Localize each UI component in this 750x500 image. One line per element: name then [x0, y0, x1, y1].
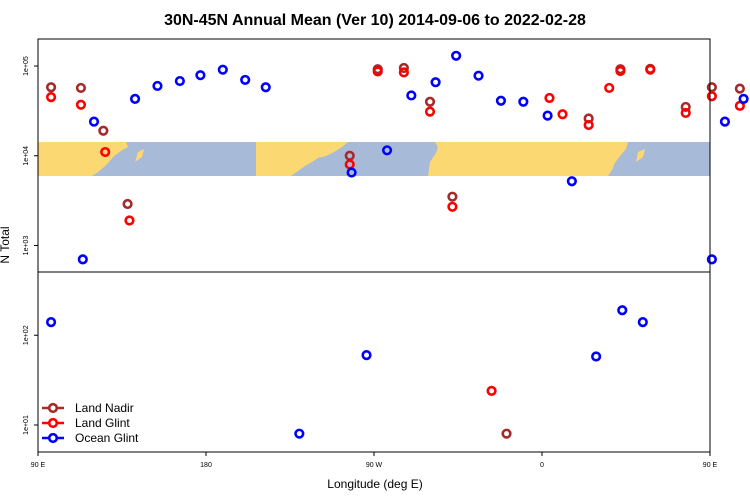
legend-marker-land-nadir — [47, 402, 59, 414]
point-land-glint — [75, 99, 87, 110]
x-axis-label: Longitude (deg E) — [327, 477, 422, 491]
y-tick-label: 1e+01 — [23, 415, 30, 435]
point-land-nadir — [706, 82, 717, 93]
point-land-glint — [398, 67, 409, 78]
point-ocean-glint — [542, 110, 553, 121]
point-ocean-glint — [346, 167, 357, 178]
point-land-nadir — [122, 198, 133, 210]
point-ocean-glint — [473, 70, 484, 81]
point-land-nadir — [734, 83, 745, 94]
point-land-nadir — [501, 428, 512, 439]
point-ocean-glint — [217, 64, 228, 75]
point-land-glint — [372, 66, 383, 77]
point-land-glint — [680, 107, 691, 119]
point-ocean-glint — [381, 145, 393, 156]
x-axis: 90 E 180 90 W 0 90 E — [31, 452, 718, 469]
world-map-strip — [38, 142, 710, 176]
point-ocean-glint — [174, 75, 185, 87]
data-points — [45, 50, 749, 439]
point-land-glint — [45, 92, 57, 103]
point-ocean-glint — [240, 74, 251, 86]
map-land-north-america — [256, 142, 348, 176]
point-ocean-glint — [260, 82, 271, 93]
point-ocean-glint — [129, 93, 141, 105]
point-ocean-glint — [451, 50, 462, 61]
point-ocean-glint — [152, 80, 163, 92]
legend-marker-land-glint — [47, 417, 59, 429]
y-axis-label: N Total — [0, 226, 12, 263]
map-land-europe-africa — [428, 142, 628, 176]
point-ocean-glint — [88, 116, 100, 127]
point-ocean-glint — [406, 90, 417, 101]
point-land-glint — [424, 106, 436, 117]
point-land-glint — [544, 92, 555, 104]
point-ocean-glint — [495, 95, 507, 106]
y-tick-label: 1e+02 — [23, 325, 30, 345]
point-land-glint — [100, 146, 111, 158]
point-ocean-glint — [637, 317, 648, 328]
point-land-glint — [486, 385, 497, 396]
map-land-japan — [135, 149, 144, 162]
point-land-nadir — [424, 96, 436, 107]
point-ocean-glint — [591, 351, 602, 362]
y-tick-label: 1e+05 — [23, 56, 30, 76]
point-land-glint — [124, 215, 135, 226]
point-land-glint — [645, 64, 656, 75]
legend-marker-ocean-glint — [47, 432, 59, 444]
x-tick-label: 90 E — [31, 462, 46, 469]
y-tick-label: 1e+03 — [23, 236, 30, 256]
point-land-glint — [447, 201, 458, 212]
point-land-nadir — [45, 82, 57, 93]
point-ocean-glint — [45, 317, 57, 328]
legend-label-ocean-glint: Ocean Glint — [75, 431, 139, 445]
x-tick-label: 0 — [540, 462, 544, 469]
point-ocean-glint — [719, 116, 731, 127]
point-ocean-glint — [430, 77, 441, 88]
point-ocean-glint — [518, 96, 529, 107]
point-land-nadir — [398, 62, 409, 74]
y-tick-label: 1e+04 — [23, 146, 30, 166]
point-ocean-glint — [294, 428, 305, 439]
point-land-glint — [583, 119, 594, 131]
point-ocean-glint — [77, 254, 88, 265]
point-ocean-glint — [195, 70, 206, 81]
point-ocean-glint — [566, 176, 577, 187]
point-land-nadir — [447, 191, 458, 202]
point-ocean-glint — [361, 350, 372, 361]
x-tick-label: 180 — [200, 462, 212, 469]
map-land-asia — [38, 142, 128, 176]
point-land-glint — [604, 82, 615, 94]
point-ocean-glint — [706, 254, 717, 265]
point-land-nadir — [680, 101, 691, 113]
chart-title: 30N-45N Annual Mean (Ver 10) 2014-09-06 … — [164, 12, 586, 29]
map-land-japan-2 — [636, 149, 645, 162]
point-land-glint — [557, 109, 568, 120]
point-ocean-glint — [617, 305, 628, 316]
x-tick-label: 90 E — [703, 462, 718, 469]
point-land-nadir — [75, 82, 87, 94]
point-ocean-glint — [738, 93, 749, 105]
legend-label-land-glint: Land Glint — [75, 416, 130, 430]
x-tick-label: 90 W — [366, 462, 383, 469]
point-land-glint — [706, 91, 717, 102]
point-land-nadir — [98, 125, 109, 136]
y-axis: 1e+01 1e+02 1e+03 1e+04 1e+05 — [23, 56, 38, 435]
legend-label-land-nadir: Land Nadir — [75, 401, 134, 415]
point-land-glint — [615, 65, 626, 77]
